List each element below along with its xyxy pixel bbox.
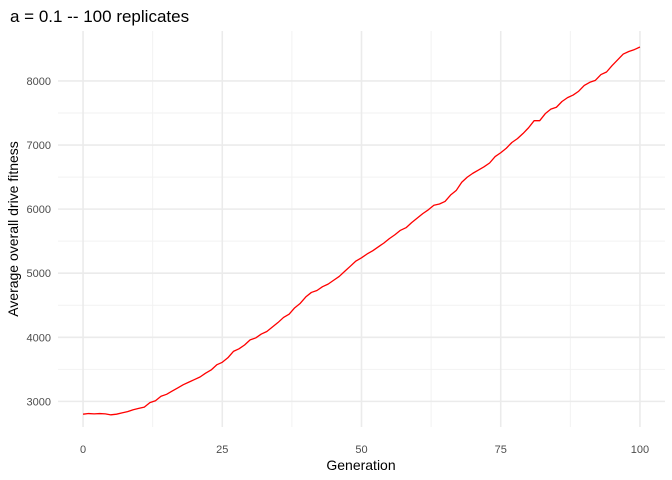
y-axis-title: Average overall drive fitness bbox=[5, 141, 21, 317]
major-gridlines bbox=[58, 31, 665, 427]
series-line bbox=[82, 46, 641, 416]
x-tick-label: 0 bbox=[80, 444, 86, 456]
chart-title: a = 0.1 -- 100 replicates bbox=[10, 7, 189, 26]
y-tick-label: 3000 bbox=[27, 396, 51, 408]
x-axis-title: Generation bbox=[326, 457, 395, 473]
x-tick-label: 75 bbox=[495, 444, 507, 456]
y-tick-label: 5000 bbox=[27, 268, 51, 280]
x-tick-label: 50 bbox=[355, 444, 367, 456]
y-tick-labels: 3000 4000 5000 6000 7000 8000 bbox=[27, 76, 51, 408]
x-tick-label: 100 bbox=[631, 444, 649, 456]
x-tick-labels: 0 25 50 75 100 bbox=[80, 444, 649, 456]
y-tick-label: 6000 bbox=[27, 204, 51, 216]
y-tick-label: 4000 bbox=[27, 332, 51, 344]
y-tick-label: 8000 bbox=[27, 76, 51, 88]
x-tick-label: 25 bbox=[216, 444, 228, 456]
series-layer bbox=[82, 46, 641, 416]
y-tick-label: 7000 bbox=[27, 140, 51, 152]
